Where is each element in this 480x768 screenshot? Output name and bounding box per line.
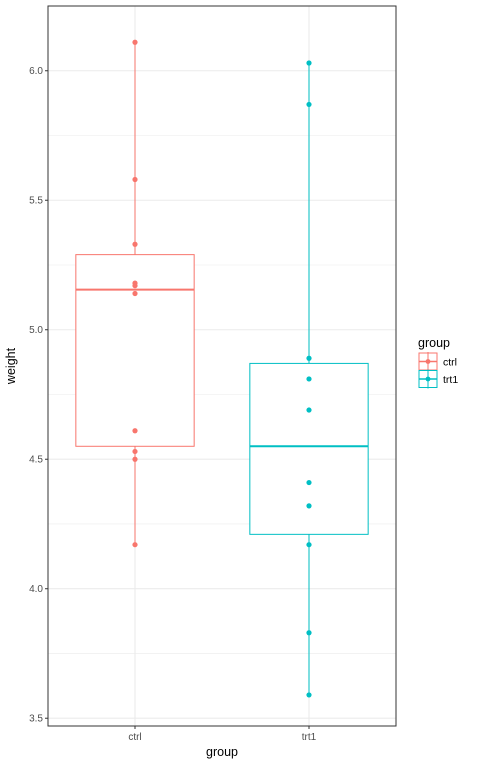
y-tick-label: 6.0 <box>29 66 43 77</box>
y-axis-ticks: 3.5 4.0 4.5 5.0 5.5 6.0 <box>29 66 48 725</box>
y-tick-label: 5.0 <box>29 325 43 336</box>
x-tick-label: ctrl <box>128 732 141 743</box>
x-axis-ticks: ctrl trt1 <box>128 726 317 743</box>
data-point <box>306 692 312 698</box>
x-tick-label: trt1 <box>302 732 317 743</box>
legend-key-point <box>425 359 431 364</box>
box-iqr <box>249 362 369 535</box>
data-point <box>132 428 138 434</box>
data-point <box>132 290 138 297</box>
data-point <box>306 376 312 382</box>
y-tick-label: 5.5 <box>29 196 43 207</box>
data-point <box>132 176 138 183</box>
data-point <box>306 101 312 108</box>
box-ctrl <box>75 42 195 545</box>
legend: group ctrl trt1 <box>418 336 458 389</box>
legend-key-ctrl <box>418 352 438 371</box>
data-point <box>306 503 312 509</box>
data-point <box>306 542 312 548</box>
data-point <box>132 448 138 455</box>
legend-title: group <box>418 336 450 350</box>
data-point <box>132 456 138 462</box>
x-axis-title: group <box>206 745 238 759</box>
legend-key-trt1 <box>418 369 438 389</box>
y-axis-title: weight <box>4 347 18 385</box>
legend-label: trt1 <box>443 374 458 386</box>
data-point <box>306 407 312 413</box>
data-point <box>306 60 312 66</box>
y-tick-label: 4.0 <box>29 584 43 595</box>
y-tick-label: 4.5 <box>29 455 43 466</box>
data-point <box>132 241 138 247</box>
data-point <box>132 283 138 289</box>
data-point <box>306 630 312 636</box>
legend-label: ctrl <box>443 357 457 369</box>
data-point <box>306 479 312 486</box>
data-point <box>306 355 312 361</box>
data-point <box>132 542 138 548</box>
data-point <box>132 39 138 45</box>
data-points <box>132 39 312 698</box>
plot-panel-border <box>47 5 397 727</box>
y-tick-label: 3.5 <box>29 714 43 725</box>
legend-key-point <box>425 376 431 382</box>
